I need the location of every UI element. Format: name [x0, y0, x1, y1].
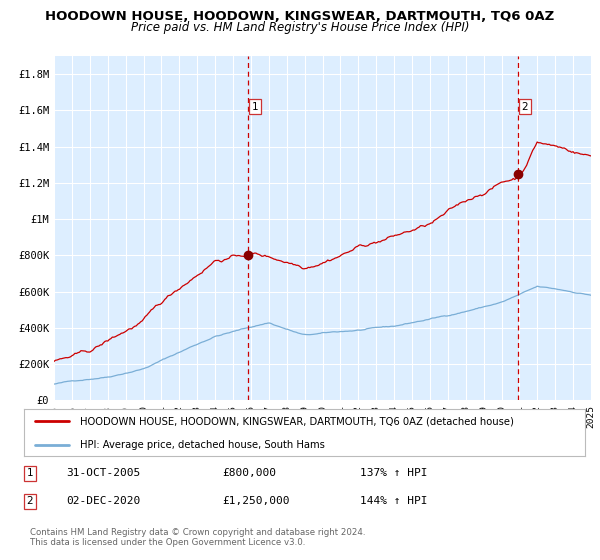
Text: 2: 2 [26, 496, 34, 506]
Text: £800,000: £800,000 [222, 468, 276, 478]
Text: 137% ↑ HPI: 137% ↑ HPI [360, 468, 427, 478]
Text: HPI: Average price, detached house, South Hams: HPI: Average price, detached house, Sout… [80, 441, 325, 450]
Text: 2: 2 [521, 102, 528, 112]
Text: HOODOWN HOUSE, HOODOWN, KINGSWEAR, DARTMOUTH, TQ6 0AZ (detached house): HOODOWN HOUSE, HOODOWN, KINGSWEAR, DARTM… [80, 417, 514, 427]
Text: Contains HM Land Registry data © Crown copyright and database right 2024.
This d: Contains HM Land Registry data © Crown c… [30, 528, 365, 547]
Text: 02-DEC-2020: 02-DEC-2020 [66, 496, 140, 506]
Text: 1: 1 [251, 102, 258, 112]
Text: 144% ↑ HPI: 144% ↑ HPI [360, 496, 427, 506]
Text: Price paid vs. HM Land Registry's House Price Index (HPI): Price paid vs. HM Land Registry's House … [131, 21, 469, 34]
Text: HOODOWN HOUSE, HOODOWN, KINGSWEAR, DARTMOUTH, TQ6 0AZ: HOODOWN HOUSE, HOODOWN, KINGSWEAR, DARTM… [46, 10, 554, 23]
Text: £1,250,000: £1,250,000 [222, 496, 290, 506]
Text: 1: 1 [26, 468, 34, 478]
Text: 31-OCT-2005: 31-OCT-2005 [66, 468, 140, 478]
